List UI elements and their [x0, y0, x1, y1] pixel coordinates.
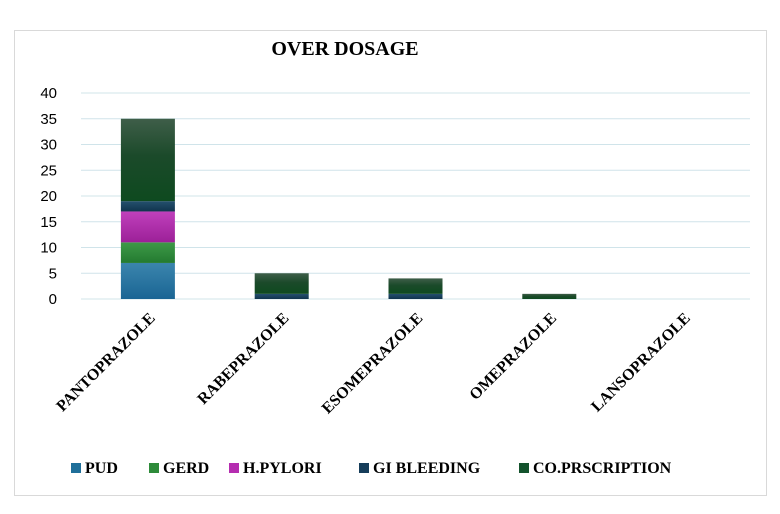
x-tick-label: ESOMEPRAZOLE	[319, 310, 427, 418]
bars	[120, 118, 577, 299]
x-tick-label: LANSOPRAZOLE	[588, 310, 694, 416]
legend: PUD GERD H.PYLORI GI BLEEDING CO.PRSCRIPTION	[71, 460, 672, 477]
bar-segment-co-prscription	[120, 118, 175, 202]
x-axis-ticks: PANTOPRAZOLE RABEPRAZOLE ESOMEPRAZOLE OMEPR…	[53, 310, 693, 418]
legend-swatch	[519, 463, 529, 473]
y-tick-label: 0	[49, 291, 57, 308]
x-tick-label: RABEPRAZOLE	[194, 310, 292, 408]
x-tick-label: PANTOPRAZOLE	[53, 310, 158, 415]
gridlines	[81, 92, 750, 300]
bar-segment-gi-bleeding	[388, 293, 443, 299]
legend-label: CO.PRSCRIPTION	[533, 460, 672, 477]
y-axis-ticks: 0 5 10 15 20 25 30 35 40	[40, 85, 57, 308]
y-tick-label: 40	[40, 85, 57, 102]
y-tick-label: 30	[40, 137, 57, 154]
bar-segment-h-pylori	[120, 211, 175, 243]
bar-segment-gi-bleeding	[254, 293, 309, 299]
legend-swatch	[359, 463, 369, 473]
chart-frame: OVER DOSAGE 0 5 10 15 20 25 30 35 40 PANTOPRAZOL…	[14, 30, 767, 496]
legend-swatch	[229, 463, 239, 473]
stacked-bar-chart: OVER DOSAGE 0 5 10 15 20 25 30 35 40 PANTOPRAZOL…	[40, 38, 750, 477]
legend-label: H.PYLORI	[243, 460, 322, 477]
y-tick-label: 5	[49, 265, 57, 282]
y-tick-label: 35	[40, 111, 57, 128]
bar-segment-pud	[120, 262, 175, 299]
legend-label: PUD	[85, 460, 118, 477]
y-tick-label: 25	[40, 162, 57, 179]
y-tick-label: 20	[40, 188, 57, 205]
chart-title: OVER DOSAGE	[271, 38, 418, 60]
legend-label: GERD	[163, 460, 209, 477]
bar-segment-gerd	[120, 242, 175, 263]
legend-label: GI BLEEDING	[373, 460, 481, 477]
bar-segment-co-prscription	[254, 273, 309, 294]
bar-segment-gi-bleeding	[120, 201, 175, 212]
x-tick-label: OMEPRAZOLE	[466, 310, 560, 404]
bar-segment-co-prscription	[388, 278, 443, 294]
legend-swatch	[149, 463, 159, 473]
bar-segment-co-prscription	[522, 293, 577, 299]
y-tick-label: 10	[40, 240, 57, 257]
legend-swatch	[71, 463, 81, 473]
y-tick-label: 15	[40, 214, 57, 231]
